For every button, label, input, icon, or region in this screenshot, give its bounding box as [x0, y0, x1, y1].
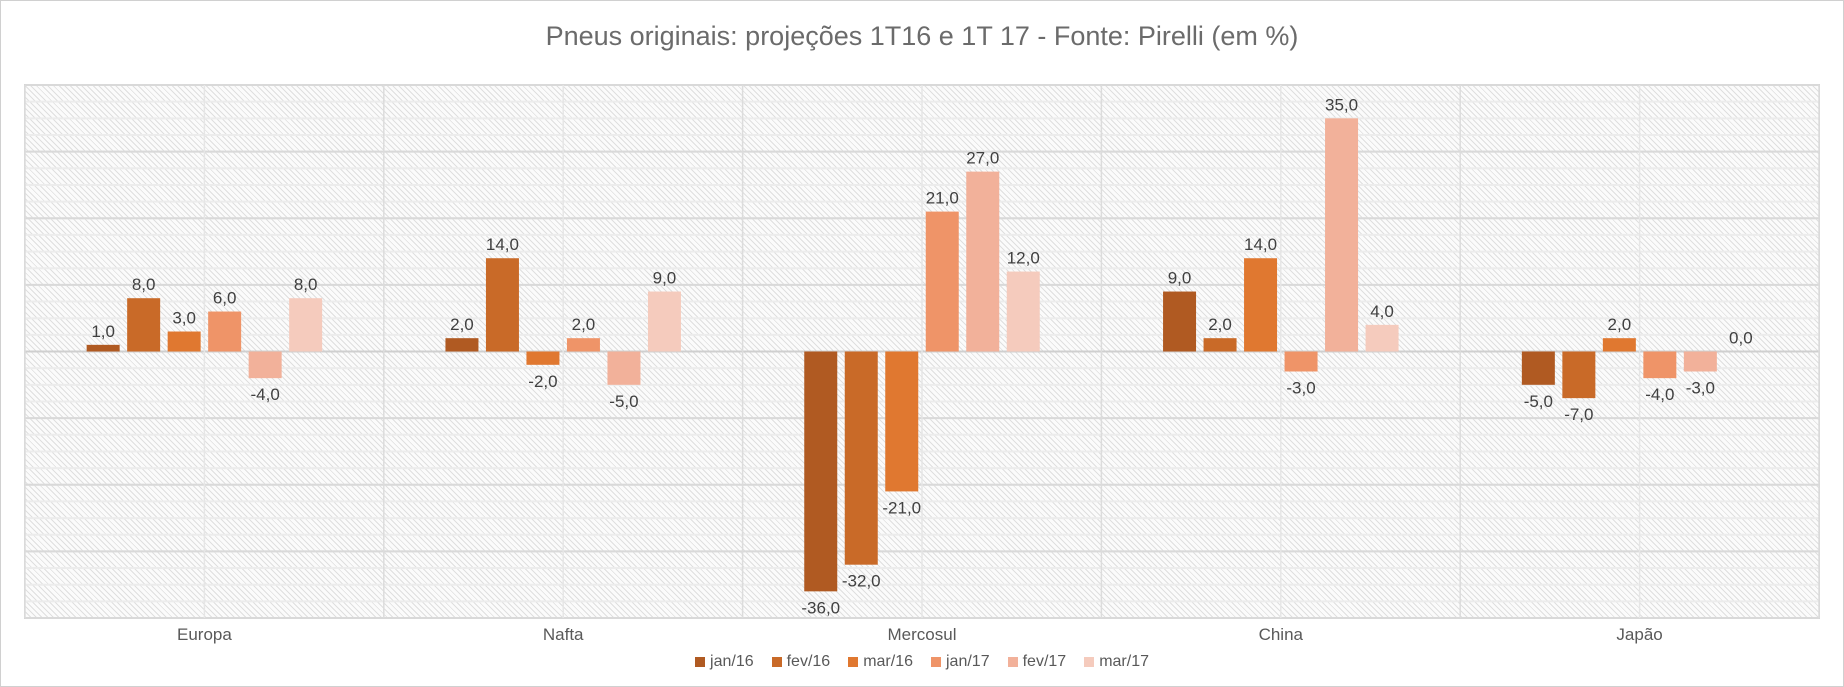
category-label: Nafta [543, 625, 584, 644]
bar [1006, 271, 1040, 352]
legend-label: jan/16 [710, 653, 754, 670]
legend-swatch [695, 657, 706, 667]
data-label: 2,0 [1608, 315, 1632, 334]
data-label: -4,0 [251, 385, 280, 404]
data-label: -3,0 [1286, 378, 1315, 397]
bar [1325, 118, 1359, 352]
bar [1284, 351, 1318, 372]
legend-swatch [1084, 657, 1095, 667]
data-label: 21,0 [926, 189, 959, 208]
bar [885, 351, 919, 492]
bar [86, 344, 120, 352]
legend-item: jan/17 [931, 653, 990, 671]
data-label: 3,0 [172, 309, 196, 328]
bar [804, 351, 838, 592]
bar [208, 311, 242, 352]
data-label: 2,0 [450, 315, 474, 334]
legend-item: mar/16 [848, 653, 913, 671]
bar [289, 298, 323, 352]
bar [925, 211, 959, 352]
data-label: -2,0 [528, 372, 557, 391]
legend-item: fev/16 [771, 653, 831, 671]
bar [1244, 258, 1278, 352]
data-label: -7,0 [1564, 405, 1593, 424]
bar [248, 351, 282, 379]
bar [844, 351, 878, 565]
bar [127, 298, 161, 352]
legend-item: fev/17 [1007, 653, 1067, 671]
bar [647, 291, 681, 352]
data-label: 35,0 [1325, 95, 1358, 114]
bar [1365, 324, 1399, 352]
bar [526, 351, 560, 365]
plot-area: 1,0 8,0 3,0 6,0 -4,0 8,0 Europa 2,0 14,0 -2,0 2,0 -… [24, 84, 1820, 644]
data-label: -36,0 [801, 598, 840, 617]
chart-svg: 1,0 8,0 3,0 6,0 -4,0 8,0 Europa 2,0 14,0 -2,0 2,0 -… [24, 84, 1820, 644]
category-label: Europa [177, 625, 232, 644]
data-label: 9,0 [1168, 269, 1192, 288]
bar [1203, 338, 1237, 352]
bar [1643, 351, 1677, 379]
legend-swatch [1007, 657, 1018, 667]
data-label: 8,0 [132, 275, 156, 294]
data-label: -4,0 [1645, 385, 1674, 404]
data-label: 14,0 [1244, 235, 1277, 254]
legend-swatch [848, 657, 859, 667]
bar [1163, 291, 1197, 352]
bar [167, 331, 201, 352]
data-label: 0,0 [1729, 329, 1753, 348]
data-label: 9,0 [653, 269, 677, 288]
legend-label: fev/16 [786, 653, 831, 670]
legend-swatch [931, 657, 941, 667]
category-label: Mercosul [888, 625, 957, 644]
data-label: -5,0 [609, 392, 638, 411]
bar [1562, 351, 1596, 399]
data-label: -5,0 [1524, 392, 1553, 411]
data-label: -21,0 [882, 498, 921, 517]
bar [607, 351, 641, 385]
data-label: 8,0 [294, 275, 318, 294]
data-label: 14,0 [486, 235, 519, 254]
bar [1602, 338, 1636, 352]
data-label: 1,0 [91, 322, 115, 341]
legend-item: jan/16 [695, 653, 754, 671]
data-label: 27,0 [966, 149, 999, 168]
data-label: -3,0 [1686, 378, 1715, 397]
data-label: 12,0 [1007, 249, 1040, 268]
chart-title: Pneus originais: projeções 1T16 e 1T 17 … [545, 21, 1299, 51]
bar [1521, 351, 1555, 385]
legend-label: fev/17 [1022, 653, 1067, 670]
bar [566, 338, 600, 352]
legend-swatch [771, 657, 782, 667]
category-label: China [1259, 625, 1304, 644]
bar [445, 338, 479, 352]
bar [1683, 351, 1717, 372]
data-label: 2,0 [572, 315, 596, 334]
legend-item: mar/17 [1084, 653, 1149, 671]
data-label: 2,0 [1208, 315, 1232, 334]
data-label: 4,0 [1370, 302, 1394, 321]
data-label: 6,0 [213, 289, 237, 308]
data-label: -32,0 [842, 572, 881, 591]
legend-label: jan/17 [946, 653, 990, 670]
bar [485, 258, 519, 352]
bar [966, 171, 1000, 352]
legend: jan/16 fev/16 mar/16 jan/17 fev/17 mar/17 [1, 653, 1843, 671]
category-label: Japão [1616, 625, 1662, 644]
legend-label: mar/17 [1099, 653, 1149, 670]
legend-label: mar/16 [863, 653, 913, 670]
